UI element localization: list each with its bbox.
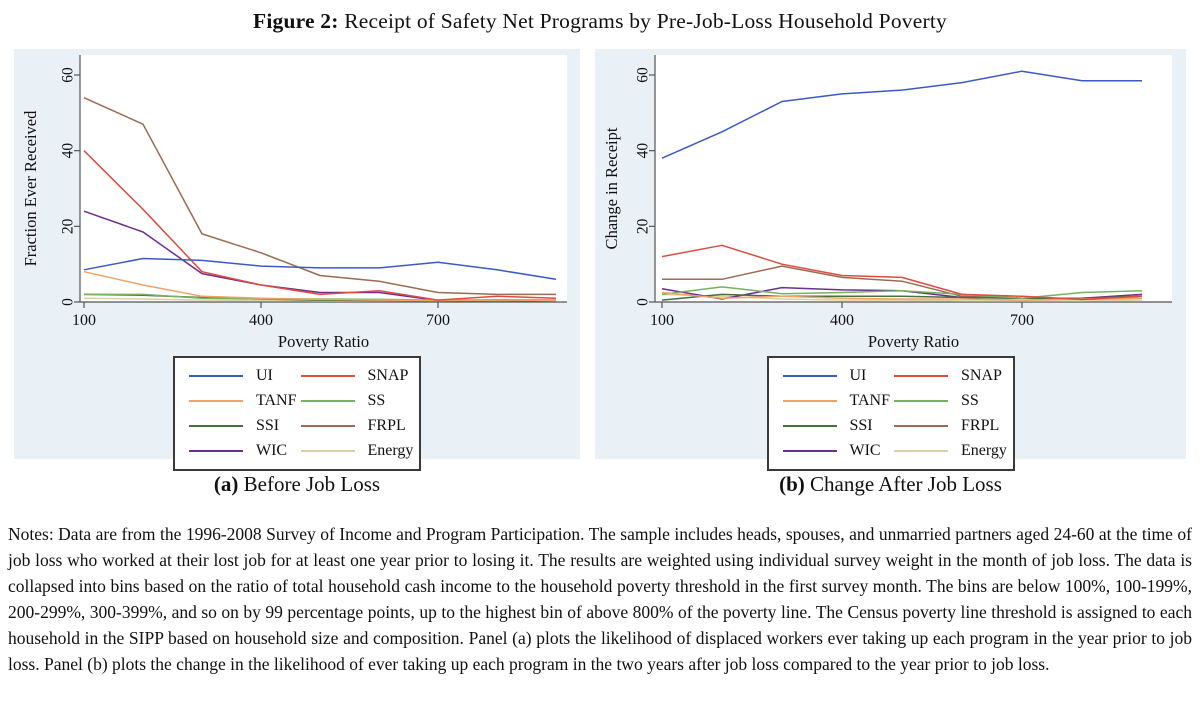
legend-swatch-SS [894, 400, 948, 402]
x-tick-label: 700 [426, 312, 450, 329]
line-chart-before-job-loss: 0 20 40 60 100 400 700 Fraction Ever Received Po… [21, 55, 567, 351]
legend-swatch-UI [189, 375, 243, 377]
legend-label-FRPL: FRPL [367, 417, 406, 434]
legend-swatch-SSI [782, 425, 837, 427]
legend-swatch-FRPL [300, 425, 355, 427]
legend-label-TANF: TANF [849, 392, 891, 409]
legend-label-SNAP: SNAP [961, 367, 1002, 384]
caption-b-label: (b) [779, 472, 805, 496]
x-tick-label: 100 [72, 312, 96, 329]
x-tick-label: 400 [249, 312, 273, 329]
series-UI [661, 70, 1142, 159]
legend-label-UI: UI [256, 367, 273, 384]
panels-row: 0 20 40 60 100 400 700 Fraction Ever Received Po… [14, 49, 1186, 471]
legend-label-SSI: SSI [256, 417, 280, 434]
series-FRPL [83, 97, 556, 296]
caption-b-text: Change After Job Loss [804, 472, 1002, 496]
line-chart-change-after-job-loss: 0 20 40 60 100 400 700 Change in Receipt Poverty… [602, 55, 1172, 351]
panel-a: 0 20 40 60 100 400 700 Fraction Ever Received Po… [14, 49, 580, 471]
x-axis-title: Poverty Ratio [278, 332, 369, 351]
legend-item-Energy: Energy [894, 442, 1007, 460]
legend-label-SNAP: SNAP [367, 367, 409, 384]
legend-swatch-TANF [189, 400, 243, 402]
legend-label-TANF: TANF [256, 392, 297, 409]
y-tick-label: 0 [59, 298, 76, 306]
legend-swatch-SNAP [894, 375, 948, 377]
series-SS [661, 286, 1143, 299]
legend-item-TANF: TANF [782, 392, 891, 410]
legend-item-SS: SS [894, 392, 1007, 410]
y-axis-title: Fraction Ever Received [21, 110, 40, 267]
legend-swatch-SNAP [300, 375, 355, 377]
series-SNAP [83, 150, 557, 301]
legend-item-SNAP: SNAP [894, 367, 1007, 385]
panel-b: 0 20 40 60 100 400 700 Change in Receipt Poverty… [595, 49, 1186, 471]
x-tick-label: 700 [1010, 312, 1034, 329]
legend-swatch-TANF [782, 400, 837, 402]
y-tick-label: 40 [59, 143, 76, 159]
caption-a-label: (a) [213, 472, 239, 496]
legend-swatch-WIC [782, 450, 837, 452]
notes-text: Notes: Data are from the 1996-2008 Surve… [8, 524, 1192, 674]
caption-a-text: Before Job Loss [238, 472, 381, 496]
legend-label-FRPL: FRPL [961, 417, 1000, 434]
legend-item-UI: UI [189, 367, 297, 385]
x-axis-title: Poverty Ratio [868, 332, 959, 351]
legend-item-FRPL: FRPL [894, 417, 1007, 435]
legend-item-SNAP: SNAP [300, 367, 414, 385]
plot-area [655, 55, 1172, 302]
legend-label-WIC: WIC [256, 442, 288, 459]
y-axis-title: Change in Receipt [602, 127, 621, 249]
legend-label-Energy: Energy [961, 442, 1007, 459]
legend-label-Energy: Energy [367, 442, 414, 459]
figure-title: Figure 2: Receipt of Safety Net Programs… [0, 9, 1200, 34]
legend-label-SS: SS [367, 392, 386, 409]
legend-swatch-Energy [300, 450, 355, 452]
legend-item-SSI: SSI [189, 417, 297, 435]
legend-label-UI: UI [849, 367, 867, 384]
y-tick-label: 60 [59, 67, 76, 83]
series-TANF [661, 291, 1143, 301]
legend-swatch-Energy [894, 450, 948, 452]
legend-swatch-FRPL [894, 425, 948, 427]
legend-label-SS: SS [961, 392, 979, 409]
x-tick-label: 400 [830, 312, 854, 329]
y-tick-label: 20 [634, 218, 651, 234]
legend-item-FRPL: FRPL [300, 417, 414, 435]
legend-swatch-SSI [189, 425, 243, 427]
legend-swatch-WIC [189, 450, 243, 452]
legend-label-SSI: SSI [849, 417, 873, 434]
legend-a: UI SNAP TANF SS SSI FRPL WIC Energy [173, 356, 421, 471]
legend-item-SSI: SSI [782, 417, 891, 435]
legend-item-SS: SS [300, 392, 414, 410]
legend-item-WIC: WIC [782, 442, 891, 460]
figure-title-text: Receipt of Safety Net Programs by Pre-Jo… [338, 9, 947, 33]
y-tick-label: 60 [634, 67, 651, 83]
x-tick-label: 100 [650, 312, 674, 329]
legend-swatch-UI [782, 375, 837, 377]
series-UI [83, 257, 557, 281]
legend-item-Energy: Energy [300, 442, 414, 460]
legend-b: UI SNAP TANF SS SSI FRPL WIC Energy [766, 356, 1015, 471]
legend-swatch-SS [300, 400, 355, 402]
y-tick-label: 40 [634, 143, 651, 159]
y-tick-label: 20 [59, 218, 76, 234]
legend-label-WIC: WIC [849, 442, 881, 459]
caption-a: (a) Before Job Loss [14, 472, 580, 497]
y-tick-label: 0 [634, 298, 651, 306]
legend-item-TANF: TANF [189, 392, 297, 410]
figure-number: Figure 2: [253, 9, 339, 33]
caption-b: (b) Change After Job Loss [595, 472, 1186, 497]
plot-area [80, 55, 567, 302]
legend-item-UI: UI [782, 367, 891, 385]
legend-item-WIC: WIC [189, 442, 297, 460]
series-TANF [83, 270, 557, 302]
captions-row: (a) Before Job Loss (b) Change After Job… [14, 472, 1186, 497]
series-SNAP [661, 244, 1143, 301]
